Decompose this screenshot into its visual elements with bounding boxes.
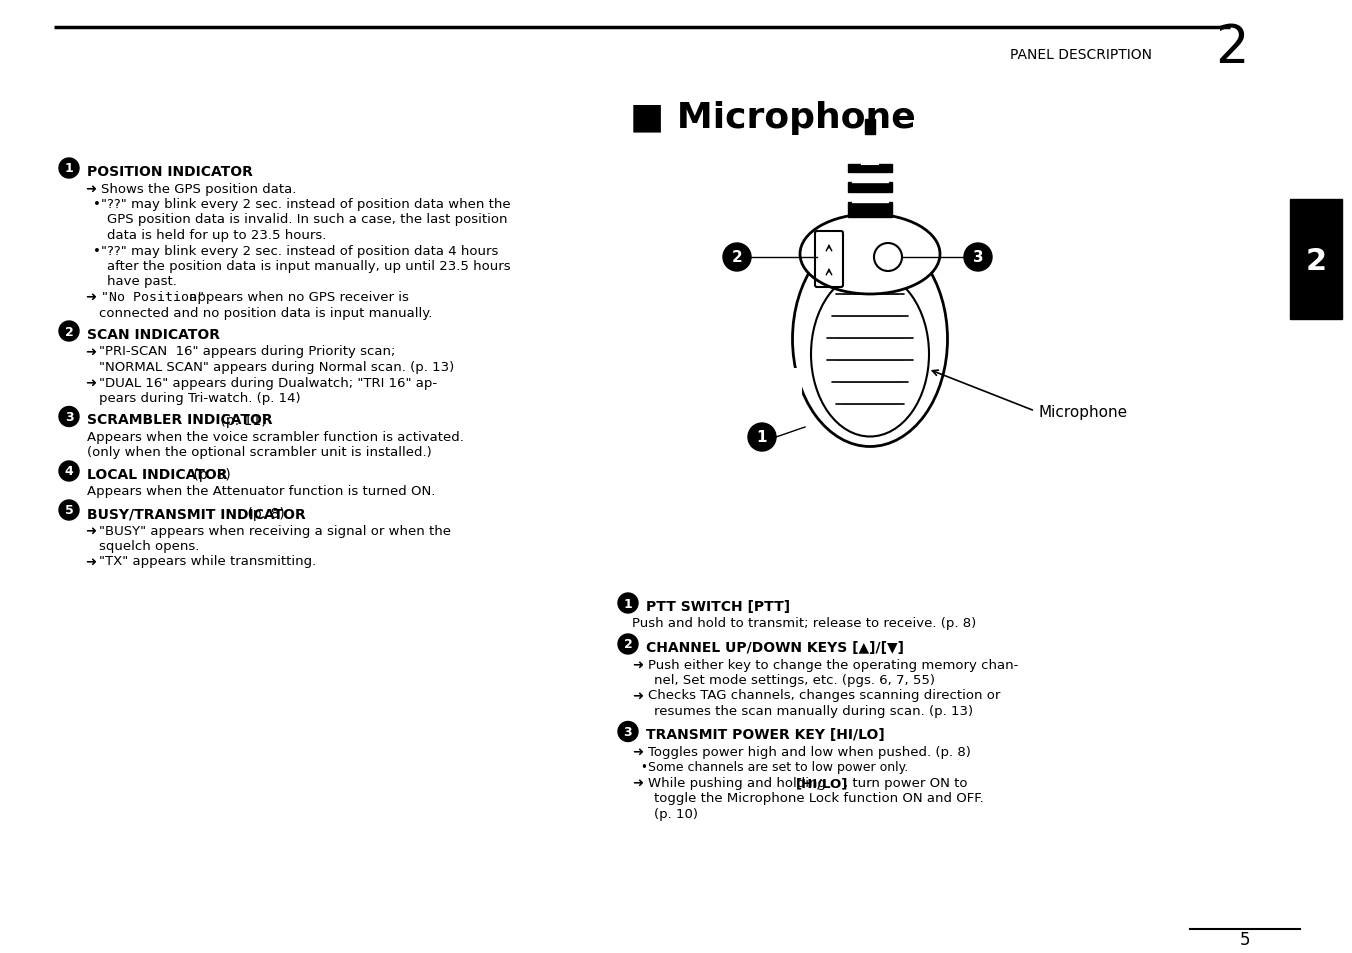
Text: "NORMAL SCAN" appears during Normal scan. (p. 13): "NORMAL SCAN" appears during Normal scan…: [99, 360, 454, 374]
Ellipse shape: [800, 214, 940, 294]
Circle shape: [59, 322, 78, 341]
Text: ➜: ➜: [631, 689, 644, 701]
Circle shape: [59, 407, 78, 427]
Text: •: •: [93, 244, 101, 257]
Circle shape: [59, 500, 78, 520]
Text: "No Position": "No Position": [101, 291, 206, 304]
Text: LOCAL INDICATOR: LOCAL INDICATOR: [87, 468, 227, 481]
Text: ➜: ➜: [85, 291, 96, 304]
Text: •: •: [639, 760, 646, 774]
Text: ➜: ➜: [631, 658, 644, 671]
Circle shape: [59, 159, 78, 179]
Text: CHANNEL UP/DOWN KEYS [▲]/[▼]: CHANNEL UP/DOWN KEYS [▲]/[▼]: [646, 640, 904, 655]
Text: after the position data is input manually, up until 23.5 hours: after the position data is input manuall…: [107, 260, 511, 273]
Text: "PRI-SCAN  16" appears during Priority scan;: "PRI-SCAN 16" appears during Priority sc…: [99, 345, 395, 358]
Text: appears when no GPS receiver is: appears when no GPS receiver is: [185, 291, 408, 304]
Text: 5: 5: [65, 504, 73, 517]
Text: have past.: have past.: [107, 275, 177, 288]
Text: Checks TAG channels, changes scanning direction or: Checks TAG channels, changes scanning di…: [648, 689, 1000, 701]
Text: toggle the Microphone Lock function ON and OFF.: toggle the Microphone Lock function ON a…: [654, 792, 984, 804]
Text: ➜: ➜: [85, 555, 96, 568]
Text: 1: 1: [757, 430, 767, 445]
Circle shape: [59, 461, 78, 481]
Circle shape: [748, 423, 776, 452]
Text: 2: 2: [623, 638, 633, 651]
Text: connected and no position data is input manually.: connected and no position data is input …: [99, 306, 433, 319]
Text: 1: 1: [65, 162, 73, 175]
Circle shape: [618, 721, 638, 741]
Bar: [852, 193, 888, 203]
Text: "??" may blink every 2 sec. instead of position data 4 hours: "??" may blink every 2 sec. instead of p…: [101, 244, 499, 257]
Text: ➜: ➜: [85, 182, 96, 195]
Circle shape: [723, 244, 750, 272]
Bar: [794, 370, 800, 399]
Text: (p. 10): (p. 10): [654, 807, 698, 821]
Text: ➜: ➜: [85, 524, 96, 537]
Text: Appears when the Attenuator function is turned ON.: Appears when the Attenuator function is …: [87, 485, 435, 498]
Text: "BUSY" appears when receiving a signal or when the: "BUSY" appears when receiving a signal o…: [99, 524, 452, 537]
Bar: [1290, 200, 1343, 319]
Text: nel, Set mode settings, etc. (pgs. 6, 7, 55): nel, Set mode settings, etc. (pgs. 6, 7,…: [654, 673, 936, 686]
Text: (p. 11): (p. 11): [216, 413, 266, 427]
Text: Some channels are set to low power only.: Some channels are set to low power only.: [648, 760, 909, 774]
Text: SCRAMBLER INDICATOR: SCRAMBLER INDICATOR: [87, 413, 273, 427]
Text: 2: 2: [65, 325, 73, 338]
Text: (p. 8): (p. 8): [189, 468, 231, 481]
Text: ➜: ➜: [85, 345, 96, 358]
Text: squelch opens.: squelch opens.: [99, 539, 199, 553]
Text: Shows the GPS position data.: Shows the GPS position data.: [101, 182, 296, 195]
Bar: [848, 183, 892, 193]
Text: 2: 2: [731, 251, 742, 265]
Bar: [848, 165, 892, 172]
Text: GPS position data is invalid. In such a case, the last position: GPS position data is invalid. In such a …: [107, 213, 507, 226]
Circle shape: [618, 594, 638, 614]
Text: PANEL DESCRIPTION: PANEL DESCRIPTION: [1010, 48, 1152, 62]
Text: BUSY/TRANSMIT INDICATOR: BUSY/TRANSMIT INDICATOR: [87, 506, 306, 520]
Bar: [852, 172, 888, 183]
Text: 3: 3: [623, 725, 633, 739]
Text: •: •: [93, 198, 101, 211]
Text: resumes the scan manually during scan. (p. 13): resumes the scan manually during scan. (…: [654, 704, 973, 718]
Bar: [863, 135, 877, 165]
Text: data is held for up to 23.5 hours.: data is held for up to 23.5 hours.: [107, 229, 326, 242]
Text: "DUAL 16" appears during Dualwatch; "TRI 16" ap-: "DUAL 16" appears during Dualwatch; "TRI…: [99, 376, 437, 389]
Text: TRANSMIT POWER KEY [HI/LO]: TRANSMIT POWER KEY [HI/LO]: [646, 728, 884, 741]
Text: (p. 8): (p. 8): [243, 506, 285, 520]
Bar: [848, 203, 892, 218]
Text: Toggles power high and low when pushed. (p. 8): Toggles power high and low when pushed. …: [648, 745, 971, 759]
Text: [HI/LO]: [HI/LO]: [796, 776, 848, 789]
Text: 3: 3: [65, 411, 73, 423]
Text: (only when the optional scrambler unit is installed.): (only when the optional scrambler unit i…: [87, 446, 431, 459]
Text: POSITION INDICATOR: POSITION INDICATOR: [87, 165, 253, 179]
Text: ➜: ➜: [631, 776, 644, 789]
Text: 1: 1: [623, 597, 633, 610]
Text: 3: 3: [972, 251, 983, 265]
Text: Microphone: Microphone: [1038, 404, 1128, 419]
Bar: [865, 120, 875, 135]
Text: PTT SWITCH [PTT]: PTT SWITCH [PTT]: [646, 599, 790, 614]
Text: 2: 2: [1215, 22, 1248, 74]
Text: ➜: ➜: [631, 745, 644, 759]
Text: pears during Tri-watch. (p. 14): pears during Tri-watch. (p. 14): [99, 392, 300, 405]
Text: 4: 4: [65, 465, 73, 478]
Text: 5: 5: [1240, 930, 1251, 948]
Text: ■ Microphone: ■ Microphone: [630, 101, 915, 135]
Text: Push and hold to transmit; release to receive. (p. 8): Push and hold to transmit; release to re…: [631, 617, 976, 630]
Text: , turn power ON to: , turn power ON to: [844, 776, 968, 789]
Text: Push either key to change the operating memory chan-: Push either key to change the operating …: [648, 658, 1018, 671]
Circle shape: [618, 635, 638, 655]
Text: ➜: ➜: [85, 376, 96, 389]
Text: While pushing and holding: While pushing and holding: [648, 776, 830, 789]
Text: "TX" appears while transmitting.: "TX" appears while transmitting.: [99, 555, 316, 568]
Text: Appears when the voice scrambler function is activated.: Appears when the voice scrambler functio…: [87, 431, 464, 443]
Text: "??" may blink every 2 sec. instead of position data when the: "??" may blink every 2 sec. instead of p…: [101, 198, 511, 211]
Circle shape: [964, 244, 992, 272]
Text: 2: 2: [1306, 247, 1326, 276]
Text: SCAN INDICATOR: SCAN INDICATOR: [87, 328, 220, 341]
